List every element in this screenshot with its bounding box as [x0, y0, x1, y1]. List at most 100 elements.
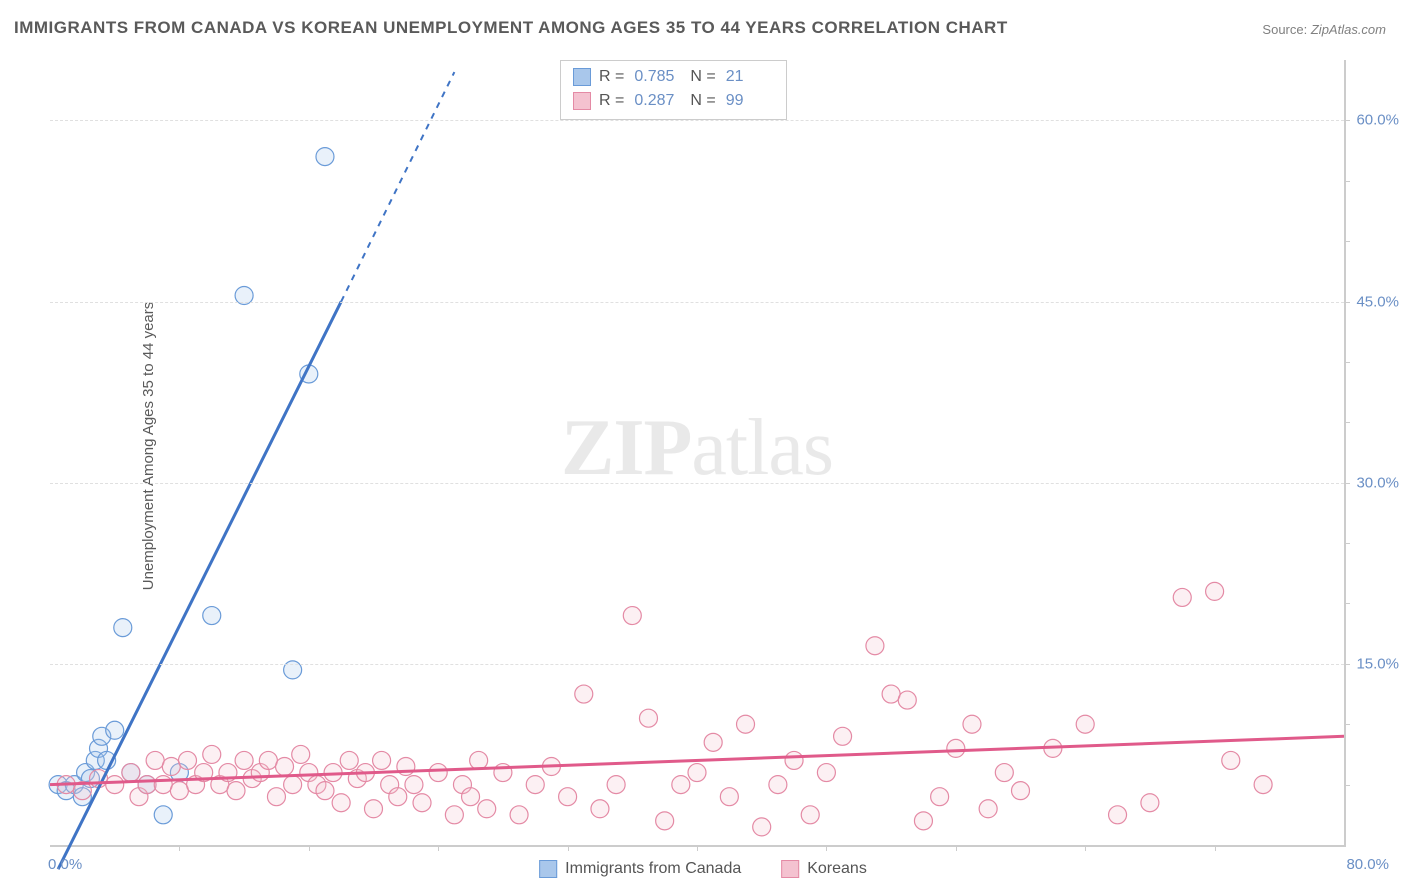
- scatter-point-koreans: [559, 788, 577, 806]
- scatter-point-koreans: [106, 776, 124, 794]
- scatter-point-koreans: [470, 751, 488, 769]
- chart-title: IMMIGRANTS FROM CANADA VS KOREAN UNEMPLO…: [14, 18, 1008, 38]
- r-label: R =: [599, 89, 624, 113]
- scatter-point-koreans: [429, 764, 447, 782]
- source-value: ZipAtlas.com: [1311, 22, 1386, 37]
- scatter-point-koreans: [267, 788, 285, 806]
- scatter-point-koreans: [365, 800, 383, 818]
- chart-svg: [50, 60, 1344, 845]
- scatter-point-koreans: [178, 751, 196, 769]
- y-tick: [1344, 785, 1350, 786]
- y-tick: [1344, 603, 1350, 604]
- x-tick: [697, 845, 698, 851]
- legend-stats-row-canada: R = 0.785 N = 21: [573, 65, 774, 89]
- gridline: [50, 664, 1344, 665]
- x-tick: [1085, 845, 1086, 851]
- n-label: N =: [690, 65, 715, 89]
- source-attribution: Source: ZipAtlas.com: [1262, 22, 1386, 37]
- scatter-point-koreans: [1206, 582, 1224, 600]
- scatter-point-koreans: [259, 751, 277, 769]
- scatter-point-koreans: [575, 685, 593, 703]
- scatter-point-koreans: [462, 788, 480, 806]
- scatter-point-koreans: [979, 800, 997, 818]
- scatter-point-koreans: [526, 776, 544, 794]
- scatter-point-koreans: [227, 782, 245, 800]
- scatter-point-canada: [106, 721, 124, 739]
- x-tick: [438, 845, 439, 851]
- scatter-point-koreans: [817, 764, 835, 782]
- scatter-point-koreans: [1076, 715, 1094, 733]
- scatter-point-koreans: [785, 751, 803, 769]
- x-tick: [826, 845, 827, 851]
- scatter-point-koreans: [405, 776, 423, 794]
- scatter-point-koreans: [235, 751, 253, 769]
- y-tick: [1344, 120, 1350, 121]
- gridline: [50, 483, 1344, 484]
- trend-line-ext-canada: [341, 72, 454, 301]
- scatter-point-canada: [203, 607, 221, 625]
- swatch-koreans: [573, 92, 591, 110]
- scatter-point-koreans: [162, 758, 180, 776]
- scatter-point-koreans: [656, 812, 674, 830]
- scatter-point-koreans: [510, 806, 528, 824]
- scatter-point-koreans: [1109, 806, 1127, 824]
- scatter-point-canada: [154, 806, 172, 824]
- scatter-point-koreans: [138, 776, 156, 794]
- scatter-point-koreans: [1222, 751, 1240, 769]
- x-tick: [1215, 845, 1216, 851]
- scatter-point-koreans: [882, 685, 900, 703]
- x-tick: [568, 845, 569, 851]
- r-value-koreans: 0.287: [634, 89, 682, 113]
- scatter-point-koreans: [688, 764, 706, 782]
- scatter-point-koreans: [704, 733, 722, 751]
- scatter-point-koreans: [769, 776, 787, 794]
- n-value-koreans: 99: [726, 89, 774, 113]
- scatter-point-koreans: [316, 782, 334, 800]
- y-tick-label: 15.0%: [1356, 655, 1399, 672]
- scatter-point-koreans: [170, 782, 188, 800]
- scatter-point-koreans: [340, 751, 358, 769]
- legend-bottom: Immigrants from Canada Koreans: [539, 860, 867, 878]
- scatter-point-koreans: [154, 776, 172, 794]
- y-tick: [1344, 422, 1350, 423]
- scatter-point-koreans: [413, 794, 431, 812]
- r-value-canada: 0.785: [634, 65, 682, 89]
- x-tick-max: 80.0%: [1346, 856, 1389, 873]
- legend-item-koreans: Koreans: [781, 860, 867, 878]
- scatter-point-koreans: [720, 788, 738, 806]
- scatter-point-koreans: [914, 812, 932, 830]
- x-tick: [956, 845, 957, 851]
- y-tick-label: 30.0%: [1356, 474, 1399, 491]
- n-value-canada: 21: [726, 65, 774, 89]
- scatter-point-koreans: [1012, 782, 1030, 800]
- scatter-point-koreans: [332, 794, 350, 812]
- x-tick: [179, 845, 180, 851]
- scatter-point-koreans: [1173, 588, 1191, 606]
- legend-item-canada: Immigrants from Canada: [539, 860, 741, 878]
- scatter-point-koreans: [591, 800, 609, 818]
- scatter-point-koreans: [373, 751, 391, 769]
- y-tick: [1344, 181, 1350, 182]
- scatter-point-koreans: [947, 739, 965, 757]
- legend-label-canada: Immigrants from Canada: [565, 860, 741, 878]
- scatter-point-koreans: [931, 788, 949, 806]
- scatter-point-koreans: [834, 727, 852, 745]
- x-tick: [309, 845, 310, 851]
- y-tick: [1344, 241, 1350, 242]
- legend-label-koreans: Koreans: [807, 860, 867, 878]
- scatter-point-koreans: [801, 806, 819, 824]
- scatter-point-koreans: [1254, 776, 1272, 794]
- scatter-point-koreans: [1141, 794, 1159, 812]
- y-tick: [1344, 724, 1350, 725]
- swatch-koreans-bottom: [781, 860, 799, 878]
- scatter-point-canada: [114, 619, 132, 637]
- scatter-point-koreans: [276, 758, 294, 776]
- scatter-point-koreans: [639, 709, 657, 727]
- scatter-point-koreans: [672, 776, 690, 794]
- y-tick: [1344, 302, 1350, 303]
- scatter-point-koreans: [753, 818, 771, 836]
- scatter-point-koreans: [445, 806, 463, 824]
- r-label: R =: [599, 65, 624, 89]
- scatter-point-koreans: [607, 776, 625, 794]
- scatter-point-koreans: [737, 715, 755, 733]
